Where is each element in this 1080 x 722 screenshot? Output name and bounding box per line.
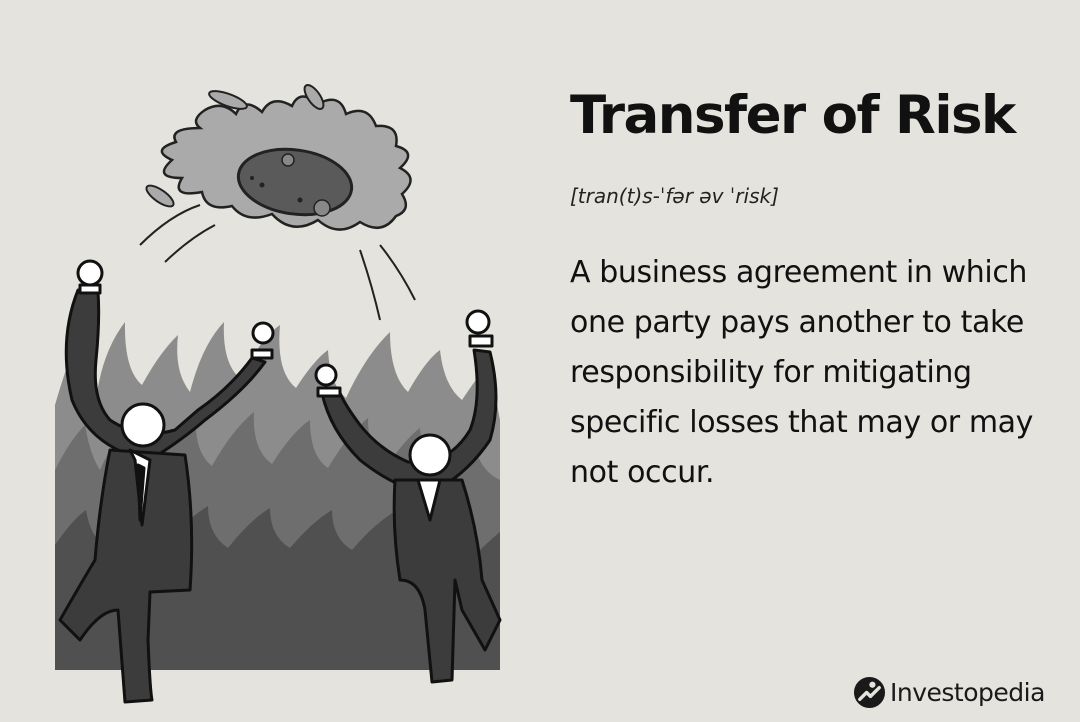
investopedia-logo: Investopedia [853, 672, 1045, 712]
flaming-rock-graphic [139, 84, 416, 321]
definition-text: A business agreement in which one party … [570, 255, 1034, 490]
definition-panel: Transfer of Risk [tran(t)s-ˈfər əv ˈrisk… [570, 78, 1060, 498]
businessman-right-graphic [314, 309, 502, 684]
page-title: Transfer of Risk [570, 85, 1016, 146]
businessman-left-graphic [58, 259, 275, 704]
brand-name: Investopedia [890, 677, 1045, 707]
risk-illustration [55, 84, 502, 704]
investopedia-logo-icon [853, 676, 886, 708]
pronunciation: [tran(t)s-ˈfər əv ˈrisk] [570, 184, 779, 208]
